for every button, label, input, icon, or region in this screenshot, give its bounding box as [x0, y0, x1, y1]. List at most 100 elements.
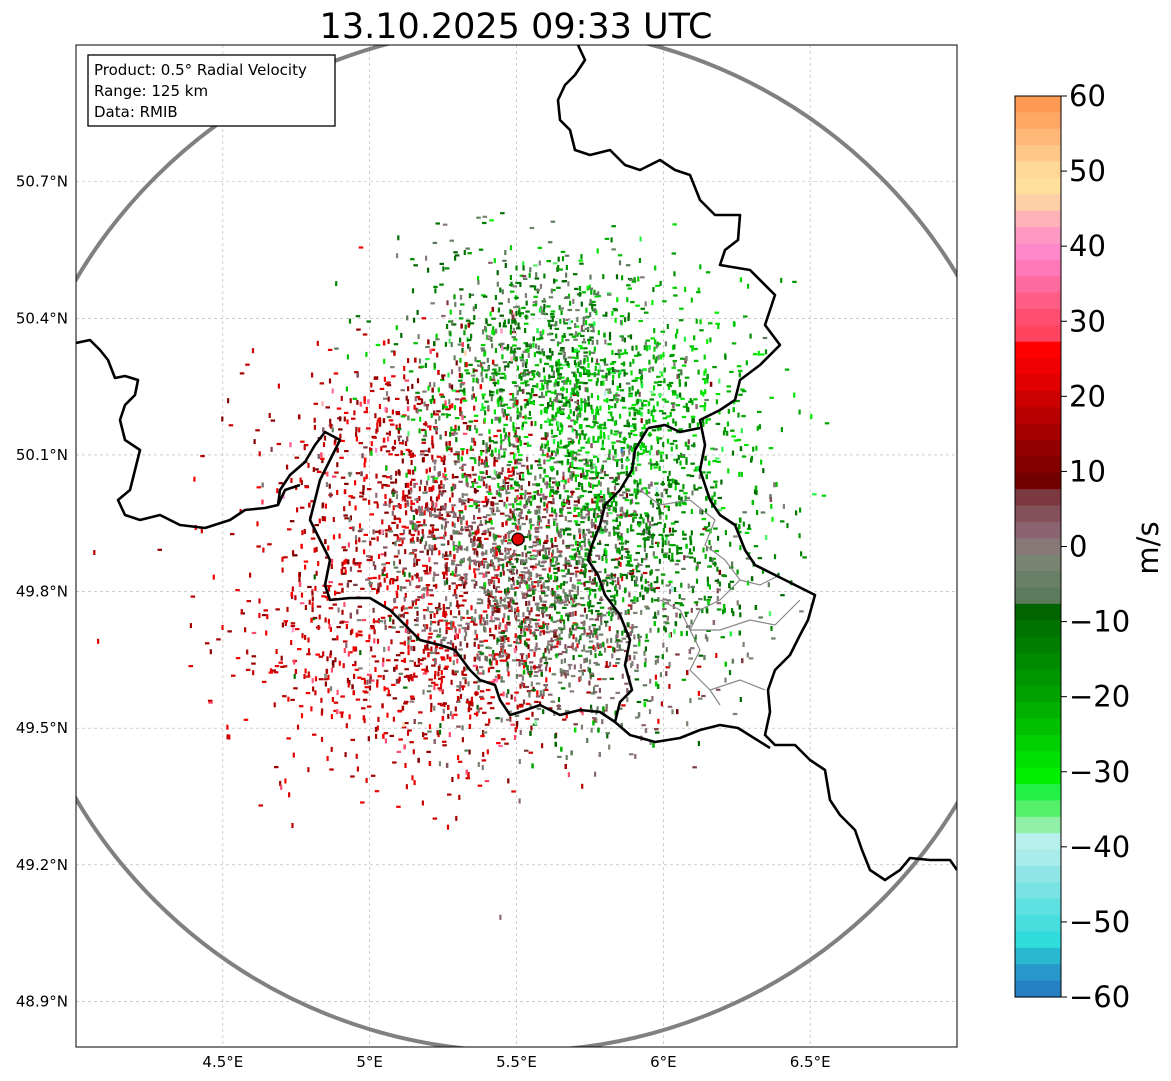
velocity-pixel [649, 545, 654, 548]
velocity-pixel [618, 640, 623, 643]
velocity-pixel [490, 527, 495, 530]
velocity-pixel [718, 581, 721, 587]
velocity-pixel [492, 533, 495, 539]
velocity-pixel [499, 314, 504, 317]
velocity-pixel [563, 658, 566, 664]
velocity-pixel [424, 625, 427, 630]
velocity-pixel [542, 477, 545, 483]
velocity-pixel [332, 603, 337, 606]
velocity-pixel [628, 655, 632, 661]
velocity-pixel [528, 481, 531, 487]
velocity-pixel [428, 632, 433, 635]
velocity-pixel [401, 726, 407, 729]
velocity-pixel [480, 476, 483, 481]
velocity-pixel [550, 564, 556, 567]
velocity-pixel [409, 489, 412, 495]
velocity-pixel [383, 600, 387, 606]
velocity-pixel [467, 681, 470, 687]
velocity-pixel [662, 598, 667, 601]
velocity-pixel [504, 742, 509, 745]
velocity-pixel [502, 570, 505, 576]
velocity-pixel [601, 581, 604, 587]
velocity-pixel [564, 444, 570, 447]
velocity-pixel [644, 657, 647, 663]
velocity-pixel [547, 519, 550, 525]
velocity-pixel [597, 436, 602, 440]
velocity-pixel [629, 529, 635, 532]
velocity-pixel [569, 612, 572, 617]
velocity-pixel [764, 349, 768, 355]
velocity-pixel [280, 655, 283, 661]
velocity-pixel [514, 296, 519, 299]
velocity-pixel [698, 697, 703, 700]
velocity-pixel [599, 423, 604, 426]
velocity-pixel [701, 518, 706, 521]
velocity-pixel [454, 476, 459, 479]
velocity-pixel [496, 599, 499, 605]
velocity-pixel [386, 712, 389, 718]
velocity-pixel [664, 540, 667, 546]
velocity-pixel [671, 366, 676, 369]
velocity-pixel [574, 331, 578, 337]
velocity-pixel [602, 314, 607, 317]
velocity-pixel [573, 664, 576, 670]
velocity-pixel [576, 541, 581, 544]
velocity-pixel [573, 348, 578, 351]
velocity-pixel [543, 557, 549, 560]
velocity-pixel [528, 610, 531, 616]
velocity-pixel [524, 414, 527, 420]
velocity-pixel [390, 350, 396, 353]
velocity-pixel [458, 389, 464, 392]
velocity-pixel [550, 616, 553, 622]
velocity-pixel [226, 734, 229, 740]
velocity-pixel [484, 369, 489, 372]
velocity-pixel [350, 775, 355, 778]
velocity-pixel [347, 651, 350, 657]
velocity-pixel [657, 384, 662, 387]
velocity-pixel [521, 473, 525, 479]
velocity-pixel [555, 412, 558, 418]
velocity-pixel [753, 545, 759, 548]
velocity-pixel [509, 329, 512, 335]
velocity-pixel [486, 620, 489, 626]
velocity-pixel [246, 600, 251, 603]
velocity-pixel [580, 627, 586, 630]
velocity-pixel [461, 347, 464, 353]
velocity-pixel [631, 601, 637, 604]
velocity-pixel [467, 252, 472, 255]
velocity-pixel [377, 582, 380, 588]
velocity-pixel [552, 262, 558, 265]
velocity-pixel [524, 489, 527, 495]
velocity-pixel [716, 566, 719, 572]
velocity-pixel [426, 405, 429, 411]
velocity-pixel [634, 391, 637, 397]
velocity-pixel [614, 532, 619, 535]
velocity-pixel [458, 686, 461, 692]
velocity-pixel [715, 653, 718, 658]
velocity-pixel [235, 589, 240, 592]
velocity-pixel [473, 617, 476, 623]
velocity-pixel [414, 498, 419, 501]
velocity-pixel [519, 492, 524, 496]
velocity-pixel [479, 586, 484, 589]
velocity-pixel [548, 693, 553, 696]
velocity-pixel [672, 418, 675, 424]
velocity-pixel [422, 648, 425, 654]
velocity-pixel [525, 638, 531, 641]
velocity-pixel [587, 508, 590, 514]
velocity-pixel [590, 471, 595, 474]
velocity-pixel [495, 457, 501, 460]
velocity-pixel [455, 360, 458, 366]
velocity-pixel [510, 529, 515, 533]
velocity-pixel [550, 339, 555, 342]
velocity-pixel [312, 733, 317, 736]
velocity-pixel [599, 369, 605, 372]
velocity-pixel [476, 704, 479, 710]
velocity-pixel [644, 301, 647, 307]
velocity-pixel [592, 420, 597, 423]
velocity-pixel [408, 370, 414, 373]
velocity-pixel [340, 695, 345, 698]
velocity-pixel [689, 398, 692, 403]
velocity-pixel [693, 442, 696, 448]
velocity-pixel [430, 707, 433, 713]
